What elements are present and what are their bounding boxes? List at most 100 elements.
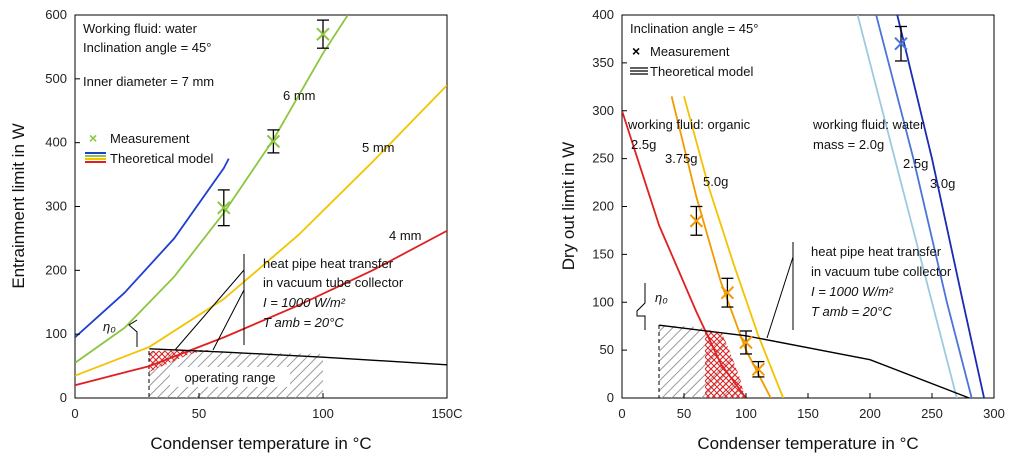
measurement-point: [217, 189, 231, 227]
x-tick-label: 100: [312, 406, 334, 421]
dry-out-chart: 0 50 100 150 200 250 300 0 50 100 150 200 250 300 350 4…: [559, 7, 1005, 453]
water-label: working fluid: water: [812, 117, 925, 132]
y-tick-label: 350: [592, 55, 614, 70]
series-line-4: [875, 15, 973, 398]
series-group: [622, 15, 985, 398]
series-line-0: [75, 158, 230, 339]
y-tick-label: 300: [45, 199, 67, 214]
eta-bracket: [128, 319, 138, 347]
measurement-point: [739, 330, 753, 355]
series-line-6: [659, 324, 970, 398]
series-line-5: [896, 15, 985, 398]
y-tick-label: 400: [45, 135, 67, 150]
legend: × Measurement Theoretical model: [630, 43, 753, 79]
limited-range-area: [705, 330, 745, 398]
x-tick-label: 100: [735, 406, 757, 421]
x-tick-label: 50: [192, 406, 206, 421]
x-tick-label: 150C: [431, 406, 462, 421]
marker-stroke-b: [689, 214, 704, 228]
y-tick-label: 500: [45, 71, 67, 86]
pointer-line: [174, 269, 245, 351]
operating-range-label: operating range: [184, 370, 275, 385]
pointer-line: [766, 256, 794, 339]
organic-mass-3: 5.0g: [703, 174, 728, 189]
water-mass-3: 3.0g: [930, 176, 955, 191]
tamb-label: T amb = 20°C: [263, 315, 344, 330]
y-tick-label: 150: [592, 246, 614, 261]
tamb-label: T amb = 20°C: [811, 304, 892, 319]
irradiance-label: I = 1000 W/m²: [811, 284, 894, 299]
series-line-0: [622, 110, 747, 398]
eta-label: η₀: [103, 319, 116, 334]
diameter-7-label: Inner diameter = 7 mm: [83, 74, 214, 89]
x-tick-label: 0: [71, 406, 78, 421]
hp-label-2: in vacuum tube collector: [263, 275, 404, 290]
measurement-group: [689, 25, 908, 378]
x-tick-label: 250: [921, 406, 943, 421]
diameter-5-label: 5 mm: [362, 140, 395, 155]
marker-stroke-b: [266, 134, 281, 149]
x-tick-label: 300: [983, 406, 1005, 421]
y-tick-label: 100: [592, 294, 614, 309]
water-mass-2: 2.5g: [903, 156, 928, 171]
pointer-line-2: [212, 289, 245, 351]
legend-measurement: Measurement: [110, 131, 190, 146]
hp-label-2: in vacuum tube collector: [811, 264, 952, 279]
x-axis-title: Condenser temperature in °C: [697, 434, 918, 453]
marker-stroke-b: [751, 362, 766, 376]
series-line-2: [75, 84, 447, 377]
legend-measurement: Measurement: [650, 44, 730, 59]
water-mass-1: mass = 2.0g: [813, 137, 884, 152]
x-tick-label: 0: [618, 406, 625, 421]
y-tick-label: 400: [592, 7, 614, 22]
measurement-point: [689, 205, 704, 236]
irradiance-label: I = 1000 W/m²: [263, 295, 346, 310]
axis-ticks: 0 50 100 150 200 250 300 0 50 100 150 200 250 300 350 4…: [592, 7, 1005, 421]
marker-stroke-b: [217, 201, 231, 215]
x-tick-label: 150: [797, 406, 819, 421]
x-axis-title: Condenser temperature in °C: [150, 434, 371, 453]
y-tick-label: 0: [60, 390, 67, 405]
measurement-point: [720, 277, 735, 308]
y-tick-label: 250: [592, 151, 614, 166]
operating-range-bg: [170, 367, 290, 387]
legend-model: Theoretical model: [650, 64, 753, 79]
limited-range-area: [149, 350, 210, 372]
diameter-4-label: 4 mm: [389, 228, 422, 243]
measurement-point: [266, 129, 281, 154]
measurement-group: [217, 19, 330, 227]
series-line-4: [149, 348, 447, 366]
angle-annotation: Inclination angle = 45°: [630, 21, 758, 36]
y-tick-label: 600: [45, 7, 67, 22]
measurement-point: [316, 19, 330, 49]
legend-model: Theoretical model: [110, 151, 213, 166]
y-tick-label: 0: [607, 390, 614, 405]
angle-annotation: Inclination angle = 45°: [83, 40, 211, 55]
series-line-3: [75, 229, 447, 387]
series-line-3: [856, 15, 958, 398]
plot-frame: [74, 14, 448, 399]
diameter-6-label: 6 mm: [283, 88, 316, 103]
series-line-1: [75, 15, 349, 364]
y-tick-label: 50: [600, 342, 614, 357]
y-tick-label: 200: [45, 262, 67, 277]
series-group: [75, 15, 447, 387]
y-tick-label: 300: [592, 103, 614, 118]
marker-stroke-b: [720, 285, 735, 300]
eta-label: η₀: [655, 290, 668, 305]
y-tick-label: 200: [592, 199, 614, 214]
y-axis-title: Dry out limit in W: [559, 142, 578, 270]
measurement-marker-icon: ×: [632, 43, 640, 59]
measurement-point: [751, 360, 766, 378]
y-tick-label: 100: [45, 326, 67, 341]
hp-label-1: heat pipe heat transfer: [811, 244, 942, 259]
eta-bracket: [636, 283, 646, 330]
organic-label: working fluid: organic: [627, 117, 751, 132]
series-line-2: [683, 96, 785, 398]
marker-stroke-b: [894, 37, 908, 51]
organic-mass-1: 2.5g: [631, 137, 656, 152]
x-tick-label: 50: [677, 406, 691, 421]
axis-ticks: 0 50 100 150C 0 100 200 300 400 500 600: [45, 7, 462, 421]
measurement-marker-icon: ×: [89, 130, 97, 146]
measurement-point: [894, 25, 908, 62]
